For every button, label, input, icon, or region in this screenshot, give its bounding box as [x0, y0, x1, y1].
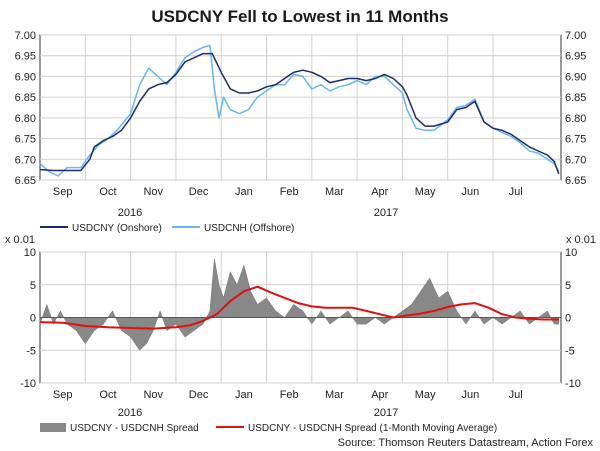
bottom-ytick-right-2: 0: [565, 313, 571, 325]
top-x-axis: Sep Oct Nov Dec Jan Feb Mar Apr May Jun Jul: [53, 186, 523, 198]
bottom-xtick-may: May: [415, 389, 436, 401]
top-ytick-left-4: 6.80: [15, 113, 36, 125]
top-ytick-right-1: 6.95: [565, 51, 586, 63]
top-ytick-right-3: 6.85: [565, 92, 586, 104]
bottom-legend: USDCNY - USDCNH Spread USDCNY - USDCNH S…: [40, 423, 497, 434]
top-ytick-right-5: 6.75: [565, 134, 586, 146]
legend-label-onshore: USDCNY (Onshore): [72, 223, 162, 234]
usdcny-onshore-line: [39, 52, 560, 175]
top-ytick-left-1: 6.95: [15, 51, 36, 63]
top-ytick-left-2: 6.90: [15, 71, 36, 83]
top-left-y-axis: 7.00 6.95 6.90 6.85 6.80 6.75 6.70 6.65: [15, 30, 36, 187]
top-xtick-feb: Feb: [280, 186, 299, 198]
bottom-x-axis: Sep Oct Nov Dec Jan Feb Mar Apr May Jun Jul: [53, 389, 523, 401]
top-ytick-left-7: 6.65: [15, 175, 36, 187]
bottom-xtick-dec: Dec: [189, 389, 209, 401]
top-ytick-right-0: 7.00: [565, 30, 586, 42]
chart-title: USDCNY Fell to Lowest in 11 Months: [151, 7, 448, 26]
bottom-moving-average: [39, 285, 559, 330]
top-legend: USDCNY (Onshore) USDCNH (Offshore): [40, 223, 294, 234]
top-series: [39, 44, 560, 177]
top-xtick-jan: Jan: [235, 186, 253, 198]
legend-swatch-spread: [40, 423, 66, 432]
top-ytick-left-3: 6.85: [15, 92, 36, 104]
top-ytick-right-2: 6.90: [565, 71, 586, 83]
top-ytick-left-0: 7.00: [15, 30, 36, 42]
bottom-right-y-axis: 10 5 0 -5 -10: [565, 247, 581, 390]
bottom-xtick-apr: Apr: [371, 389, 388, 401]
bottom-ytick-right-4: -10: [565, 378, 581, 390]
top-ytick-left-5: 6.75: [15, 134, 36, 146]
legend-label-offshore: USDCNH (Offshore): [204, 223, 294, 234]
top-year-2016: 2016: [118, 207, 142, 219]
top-xtick-jun: Jun: [462, 186, 480, 198]
bottom-xtick-oct: Oct: [99, 389, 116, 401]
top-xtick-sep: Sep: [53, 186, 73, 198]
bottom-left-unit: x 0.01: [5, 234, 35, 246]
top-right-y-axis: 7.00 6.95 6.90 6.85 6.80 6.75 6.70 6.65: [565, 30, 586, 187]
bottom-xtick-nov: Nov: [143, 389, 163, 401]
top-ytick-left-6: 6.70: [15, 154, 36, 166]
top-ytick-right-6: 6.70: [565, 154, 586, 166]
top-xtick-mar: Mar: [325, 186, 344, 198]
bottom-xtick-jun: Jun: [462, 389, 480, 401]
bottom-ytick-left-4: -10: [20, 378, 36, 390]
bottom-left-y-axis: 10 5 0 -5 -10: [20, 247, 36, 390]
top-xtick-apr: Apr: [371, 186, 388, 198]
top-ytick-right-7: 6.65: [565, 175, 586, 187]
top-xtick-jul: Jul: [509, 186, 523, 198]
bottom-right-unit: x 0.01: [566, 234, 596, 246]
top-gridlines: [40, 34, 561, 181]
top-plot-frame: [39, 34, 562, 181]
bottom-xtick-feb: Feb: [280, 389, 299, 401]
bottom-ytick-right-1: 5: [565, 280, 571, 292]
bottom-year-2017: 2017: [374, 407, 398, 419]
top-xtick-may: May: [415, 186, 436, 198]
top-xtick-oct: Oct: [99, 186, 116, 198]
usdcnh-offshore-line: [39, 44, 560, 177]
top-xtick-nov: Nov: [143, 186, 163, 198]
bottom-xtick-sep: Sep: [53, 389, 73, 401]
top-xtick-dec: Dec: [189, 186, 209, 198]
bottom-ytick-left-2: 0: [30, 313, 36, 325]
legend-label-spread: USDCNY - USDCNH Spread: [70, 423, 199, 434]
bottom-ytick-right-0: 10: [565, 247, 577, 259]
bottom-ytick-left-0: 10: [24, 247, 36, 259]
bottom-year-2016: 2016: [118, 407, 142, 419]
bottom-xtick-mar: Mar: [325, 389, 344, 401]
bottom-xtick-jul: Jul: [509, 389, 523, 401]
source-note: Source: Thomson Reuters Datastream, Acti…: [338, 437, 594, 449]
legend-label-moving-average: USDCNY - USDCNH Spread (1-Month Moving A…: [248, 423, 497, 434]
moving-average-line: [39, 285, 559, 330]
bottom-ytick-left-1: 5: [30, 280, 36, 292]
top-year-2017: 2017: [374, 207, 398, 219]
bottom-ytick-left-3: -5: [26, 345, 36, 357]
bottom-ytick-right-3: -5: [565, 345, 575, 357]
top-ytick-right-4: 6.80: [565, 113, 586, 125]
bottom-xtick-jan: Jan: [235, 389, 253, 401]
